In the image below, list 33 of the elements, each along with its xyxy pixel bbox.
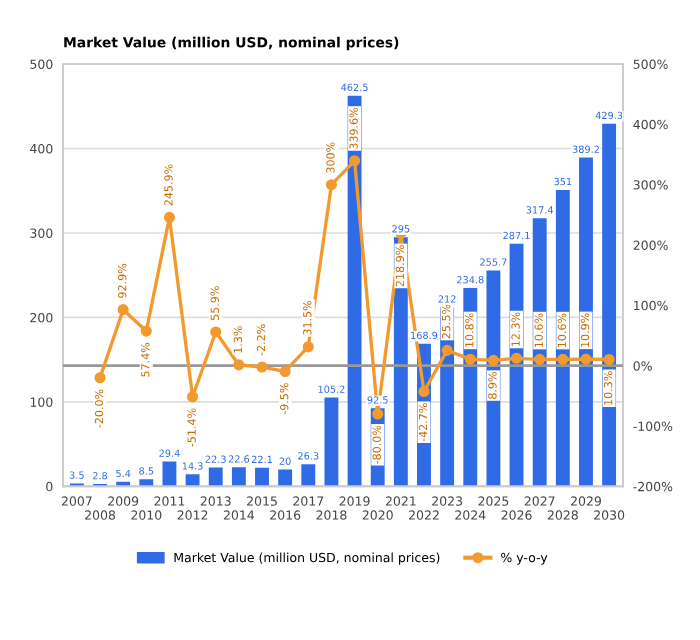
point: [163, 211, 175, 223]
point: [441, 344, 453, 356]
point: [580, 353, 592, 365]
point: [117, 304, 129, 316]
point: [210, 326, 222, 338]
point: [279, 365, 291, 377]
point: [256, 361, 268, 373]
point: [418, 385, 430, 398]
point: [349, 155, 361, 167]
bar: [208, 467, 223, 487]
bar: [278, 469, 293, 487]
point: [372, 408, 384, 420]
point: [325, 179, 337, 191]
bar: [324, 397, 339, 487]
bar: [579, 157, 593, 487]
point: [603, 353, 615, 366]
point: [302, 341, 314, 353]
bar: [255, 467, 269, 487]
point: [233, 359, 245, 371]
point: [487, 354, 499, 366]
point: [464, 353, 476, 365]
bar: [231, 467, 246, 487]
point: [557, 353, 569, 365]
bar: [185, 474, 200, 487]
point: [140, 325, 152, 337]
bar: [301, 464, 316, 487]
bar: [139, 479, 154, 487]
bar: [602, 123, 617, 487]
bar: [162, 461, 177, 487]
point: [534, 353, 546, 365]
point: [94, 372, 106, 384]
point: [511, 352, 523, 364]
point: [187, 391, 199, 403]
